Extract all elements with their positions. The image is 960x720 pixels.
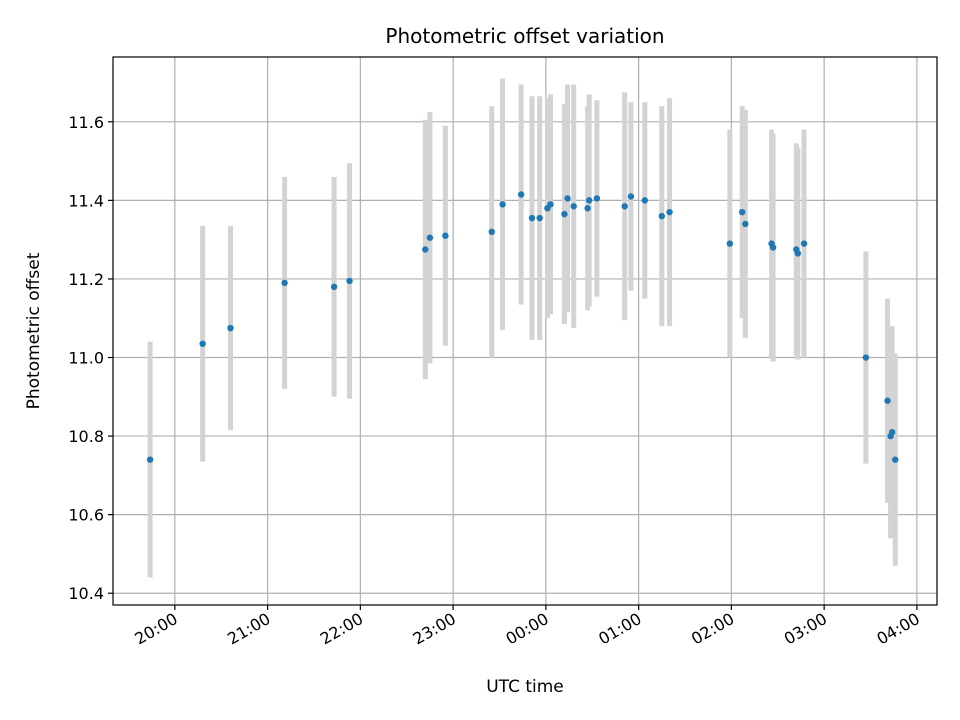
x-axis-label: UTC time xyxy=(486,677,564,697)
data-point xyxy=(584,205,591,212)
data-point xyxy=(330,283,338,291)
data-point xyxy=(621,203,628,210)
data-point xyxy=(658,212,666,220)
data-point xyxy=(227,324,234,332)
data-point xyxy=(281,279,288,287)
y-tick-label: 11.4 xyxy=(68,191,104,210)
y-tick-label: 11.0 xyxy=(68,349,104,368)
data-point xyxy=(742,220,749,228)
data-point xyxy=(528,214,536,222)
data-point xyxy=(800,240,808,247)
data-point xyxy=(769,244,777,251)
data-point xyxy=(561,210,568,218)
data-point xyxy=(726,240,734,247)
grid xyxy=(113,57,937,605)
data-point xyxy=(570,203,577,210)
y-tick-label: 10.6 xyxy=(68,506,104,525)
y-tick-label: 10.8 xyxy=(68,427,104,446)
data-point xyxy=(488,228,495,236)
data-point xyxy=(346,277,353,285)
data-point xyxy=(199,340,206,347)
data-point xyxy=(593,195,601,202)
data-point xyxy=(517,191,525,198)
data-point xyxy=(442,232,449,239)
data-point xyxy=(794,250,802,257)
data-point xyxy=(641,197,649,204)
data-point xyxy=(884,397,891,404)
y-tick-label: 11.6 xyxy=(68,113,104,132)
data-point xyxy=(888,428,896,436)
data-point xyxy=(499,201,506,208)
y-tick-label: 11.2 xyxy=(68,270,104,289)
data-point xyxy=(627,193,635,200)
y-axis-label: Photometric offset xyxy=(24,252,44,409)
data-point xyxy=(146,456,154,463)
data-point xyxy=(426,234,434,241)
y-axis-ticks: 10.4 10.6 10.8 11.0 11.2 11.4 11.6 xyxy=(68,113,113,603)
data-point xyxy=(585,197,593,204)
data-point xyxy=(564,195,571,202)
data-point xyxy=(536,214,543,222)
data-point xyxy=(739,208,746,216)
data-point xyxy=(892,456,899,463)
data-point xyxy=(666,208,673,216)
data-point xyxy=(422,246,429,253)
data-point xyxy=(862,354,870,361)
chart-title: Photometric offset variation xyxy=(385,24,664,48)
y-tick-label: 10.4 xyxy=(68,584,104,603)
data-point xyxy=(547,201,554,208)
plot-frame xyxy=(112,56,938,606)
data-points xyxy=(146,191,899,463)
